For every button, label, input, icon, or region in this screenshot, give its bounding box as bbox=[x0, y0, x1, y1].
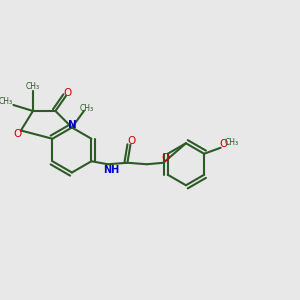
Text: O: O bbox=[63, 88, 71, 98]
Text: O: O bbox=[220, 139, 228, 149]
Text: CH₃: CH₃ bbox=[79, 104, 93, 113]
Text: CH₃: CH₃ bbox=[0, 98, 13, 106]
Text: O: O bbox=[14, 129, 22, 139]
Text: N: N bbox=[68, 120, 76, 130]
Text: NH: NH bbox=[103, 165, 119, 175]
Text: CH₃: CH₃ bbox=[225, 138, 239, 147]
Text: O: O bbox=[162, 153, 170, 163]
Text: O: O bbox=[128, 136, 136, 146]
Text: CH₃: CH₃ bbox=[26, 82, 40, 91]
